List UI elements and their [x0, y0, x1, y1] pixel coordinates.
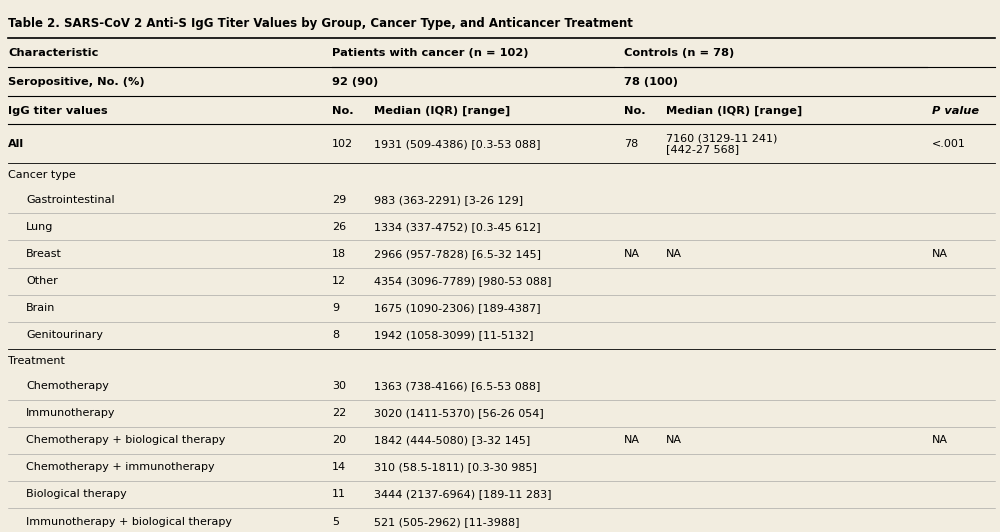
Text: 29: 29 — [332, 195, 346, 205]
Text: Chemotherapy + immunotherapy: Chemotherapy + immunotherapy — [26, 462, 215, 472]
Text: 521 (505-2962) [11-3988]: 521 (505-2962) [11-3988] — [374, 517, 520, 527]
Text: 18: 18 — [332, 249, 346, 259]
Text: NA: NA — [666, 435, 682, 445]
Text: All: All — [8, 139, 24, 148]
Text: Cancer type: Cancer type — [8, 170, 76, 180]
Text: 4354 (3096-7789) [980-53 088]: 4354 (3096-7789) [980-53 088] — [374, 276, 552, 286]
Text: Genitourinary: Genitourinary — [26, 330, 103, 340]
Text: 78 (100): 78 (100) — [624, 77, 678, 87]
Text: 5: 5 — [332, 517, 339, 527]
Text: NA: NA — [624, 435, 640, 445]
Text: 310 (58.5-1811) [0.3-30 985]: 310 (58.5-1811) [0.3-30 985] — [374, 462, 537, 472]
Text: Controls (n = 78): Controls (n = 78) — [624, 48, 734, 58]
Text: NA: NA — [624, 249, 640, 259]
Text: 2966 (957-7828) [6.5-32 145]: 2966 (957-7828) [6.5-32 145] — [374, 249, 541, 259]
Text: No.: No. — [332, 106, 354, 115]
Text: Lung: Lung — [26, 222, 53, 232]
Text: 22: 22 — [332, 408, 346, 418]
Text: Immunotherapy + biological therapy: Immunotherapy + biological therapy — [26, 517, 232, 527]
Text: Breast: Breast — [26, 249, 62, 259]
Text: 1675 (1090-2306) [189-4387]: 1675 (1090-2306) [189-4387] — [374, 303, 541, 313]
Text: 12: 12 — [332, 276, 346, 286]
Text: IgG titer values: IgG titer values — [8, 106, 108, 115]
Text: 102: 102 — [332, 139, 353, 148]
Text: [442-27 568]: [442-27 568] — [666, 144, 739, 154]
Text: <.001: <.001 — [932, 139, 966, 148]
Text: 1931 (509-4386) [0.3-53 088]: 1931 (509-4386) [0.3-53 088] — [374, 139, 540, 148]
Text: Chemotherapy: Chemotherapy — [26, 381, 109, 391]
Text: Patients with cancer (n = 102): Patients with cancer (n = 102) — [332, 48, 528, 58]
Text: Characteristic: Characteristic — [8, 48, 98, 58]
Text: 3020 (1411-5370) [56-26 054]: 3020 (1411-5370) [56-26 054] — [374, 408, 544, 418]
Text: P value: P value — [932, 106, 979, 115]
Text: 3444 (2137-6964) [189-11 283]: 3444 (2137-6964) [189-11 283] — [374, 489, 552, 500]
Text: 78: 78 — [624, 139, 638, 148]
Text: 1842 (444-5080) [3-32 145]: 1842 (444-5080) [3-32 145] — [374, 435, 530, 445]
Text: 7160 (3129-11 241): 7160 (3129-11 241) — [666, 134, 777, 143]
Text: 14: 14 — [332, 462, 346, 472]
Text: 1363 (738-4166) [6.5-53 088]: 1363 (738-4166) [6.5-53 088] — [374, 381, 540, 391]
Text: Median (IQR) [range]: Median (IQR) [range] — [666, 105, 802, 116]
Text: 9: 9 — [332, 303, 339, 313]
Text: Biological therapy: Biological therapy — [26, 489, 127, 500]
Text: Seropositive, No. (%): Seropositive, No. (%) — [8, 77, 145, 87]
Text: 8: 8 — [332, 330, 339, 340]
Text: Treatment: Treatment — [8, 356, 65, 366]
Text: NA: NA — [932, 249, 948, 259]
Text: Immunotherapy: Immunotherapy — [26, 408, 116, 418]
Text: 30: 30 — [332, 381, 346, 391]
Text: Gastrointestinal: Gastrointestinal — [26, 195, 115, 205]
Text: Chemotherapy + biological therapy: Chemotherapy + biological therapy — [26, 435, 225, 445]
Text: Median (IQR) [range]: Median (IQR) [range] — [374, 105, 510, 116]
Text: Table 2. SARS-CoV 2 Anti-S IgG Titer Values by Group, Cancer Type, and Anticance: Table 2. SARS-CoV 2 Anti-S IgG Titer Val… — [8, 17, 633, 30]
Text: 1942 (1058-3099) [11-5132]: 1942 (1058-3099) [11-5132] — [374, 330, 534, 340]
Text: Other: Other — [26, 276, 58, 286]
Text: NA: NA — [932, 435, 948, 445]
Text: 20: 20 — [332, 435, 346, 445]
Text: 92 (90): 92 (90) — [332, 77, 378, 87]
Text: 1334 (337-4752) [0.3-45 612]: 1334 (337-4752) [0.3-45 612] — [374, 222, 541, 232]
Text: 11: 11 — [332, 489, 346, 500]
Text: 983 (363-2291) [3-26 129]: 983 (363-2291) [3-26 129] — [374, 195, 523, 205]
Text: No.: No. — [624, 106, 646, 115]
Text: 26: 26 — [332, 222, 346, 232]
Text: Brain: Brain — [26, 303, 55, 313]
Text: NA: NA — [666, 249, 682, 259]
